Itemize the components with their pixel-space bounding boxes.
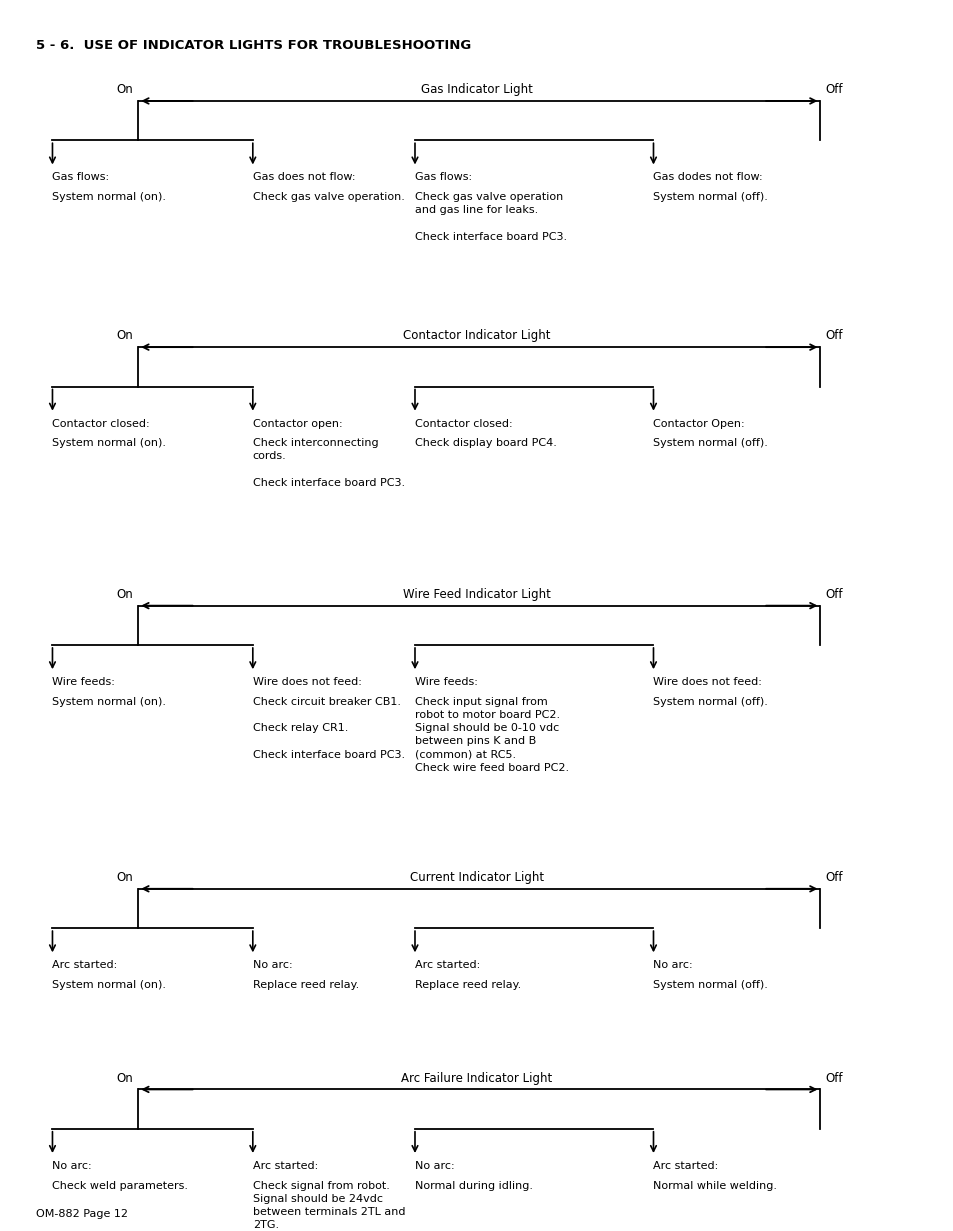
Text: Normal while welding.: Normal while welding. bbox=[653, 1181, 777, 1190]
Text: Arc started:: Arc started: bbox=[253, 1161, 317, 1171]
Text: Off: Off bbox=[824, 329, 841, 342]
Text: System normal (off).: System normal (off). bbox=[653, 697, 767, 707]
Text: System normal (off).: System normal (off). bbox=[653, 438, 767, 448]
Text: System normal (on).: System normal (on). bbox=[52, 697, 166, 707]
Text: 5 - 6.  USE OF INDICATOR LIGHTS FOR TROUBLESHOOTING: 5 - 6. USE OF INDICATOR LIGHTS FOR TROUB… bbox=[36, 39, 471, 53]
Text: Check weld parameters.: Check weld parameters. bbox=[52, 1181, 189, 1190]
Text: Check signal from robot.
Signal should be 24vdc
between terminals 2TL and
2TG.

: Check signal from robot. Signal should b… bbox=[253, 1181, 405, 1231]
Text: Gas does not flow:: Gas does not flow: bbox=[253, 172, 355, 182]
Text: On: On bbox=[116, 82, 133, 96]
Text: Arc Failure Indicator Light: Arc Failure Indicator Light bbox=[401, 1071, 552, 1085]
Text: Off: Off bbox=[824, 82, 841, 96]
Text: Check interconnecting
cords.

Check interface board PC3.: Check interconnecting cords. Check inter… bbox=[253, 438, 404, 487]
Text: On: On bbox=[116, 1071, 133, 1085]
Text: Wire feeds:: Wire feeds: bbox=[415, 677, 477, 687]
Text: Arc started:: Arc started: bbox=[415, 960, 479, 970]
Text: No arc:: No arc: bbox=[52, 1161, 92, 1171]
Text: No arc:: No arc: bbox=[253, 960, 293, 970]
Text: Contactor Indicator Light: Contactor Indicator Light bbox=[403, 329, 550, 342]
Text: On: On bbox=[116, 870, 133, 884]
Text: Gas flows:: Gas flows: bbox=[52, 172, 110, 182]
Text: System normal (on).: System normal (on). bbox=[52, 980, 166, 990]
Text: Gas dodes not flow:: Gas dodes not flow: bbox=[653, 172, 762, 182]
Text: System normal (on).: System normal (on). bbox=[52, 438, 166, 448]
Text: Off: Off bbox=[824, 870, 841, 884]
Text: Arc started:: Arc started: bbox=[653, 1161, 718, 1171]
Text: On: On bbox=[116, 329, 133, 342]
Text: Wire does not feed:: Wire does not feed: bbox=[653, 677, 761, 687]
Text: Wire Feed Indicator Light: Wire Feed Indicator Light bbox=[402, 587, 551, 601]
Text: Contactor closed:: Contactor closed: bbox=[52, 419, 150, 428]
Text: No arc:: No arc: bbox=[415, 1161, 455, 1171]
Text: Contactor Open:: Contactor Open: bbox=[653, 419, 744, 428]
Text: Wire feeds:: Wire feeds: bbox=[52, 677, 115, 687]
Text: Off: Off bbox=[824, 587, 841, 601]
Text: System normal (off).: System normal (off). bbox=[653, 192, 767, 202]
Text: Off: Off bbox=[824, 1071, 841, 1085]
Text: Current Indicator Light: Current Indicator Light bbox=[410, 870, 543, 884]
Text: System normal (off).: System normal (off). bbox=[653, 980, 767, 990]
Text: Contactor open:: Contactor open: bbox=[253, 419, 342, 428]
Text: Check circuit breaker CB1.

Check relay CR1.

Check interface board PC3.: Check circuit breaker CB1. Check relay C… bbox=[253, 697, 404, 760]
Text: No arc:: No arc: bbox=[653, 960, 693, 970]
Text: Gas Indicator Light: Gas Indicator Light bbox=[420, 82, 533, 96]
Text: OM-882 Page 12: OM-882 Page 12 bbox=[36, 1209, 128, 1219]
Text: Wire does not feed:: Wire does not feed: bbox=[253, 677, 361, 687]
Text: System normal (on).: System normal (on). bbox=[52, 192, 166, 202]
Text: Replace reed relay.: Replace reed relay. bbox=[253, 980, 358, 990]
Text: Contactor closed:: Contactor closed: bbox=[415, 419, 512, 428]
Text: Arc started:: Arc started: bbox=[52, 960, 117, 970]
Text: Check display board PC4.: Check display board PC4. bbox=[415, 438, 557, 448]
Text: Check gas valve operation.: Check gas valve operation. bbox=[253, 192, 404, 202]
Text: Normal during idling.: Normal during idling. bbox=[415, 1181, 533, 1190]
Text: On: On bbox=[116, 587, 133, 601]
Text: Replace reed relay.: Replace reed relay. bbox=[415, 980, 520, 990]
Text: Gas flows:: Gas flows: bbox=[415, 172, 472, 182]
Text: Check gas valve operation
and gas line for leaks.

Check interface board PC3.: Check gas valve operation and gas line f… bbox=[415, 192, 566, 241]
Text: Check input signal from
robot to motor board PC2.
Signal should be 0-10 vdc
betw: Check input signal from robot to motor b… bbox=[415, 697, 569, 773]
